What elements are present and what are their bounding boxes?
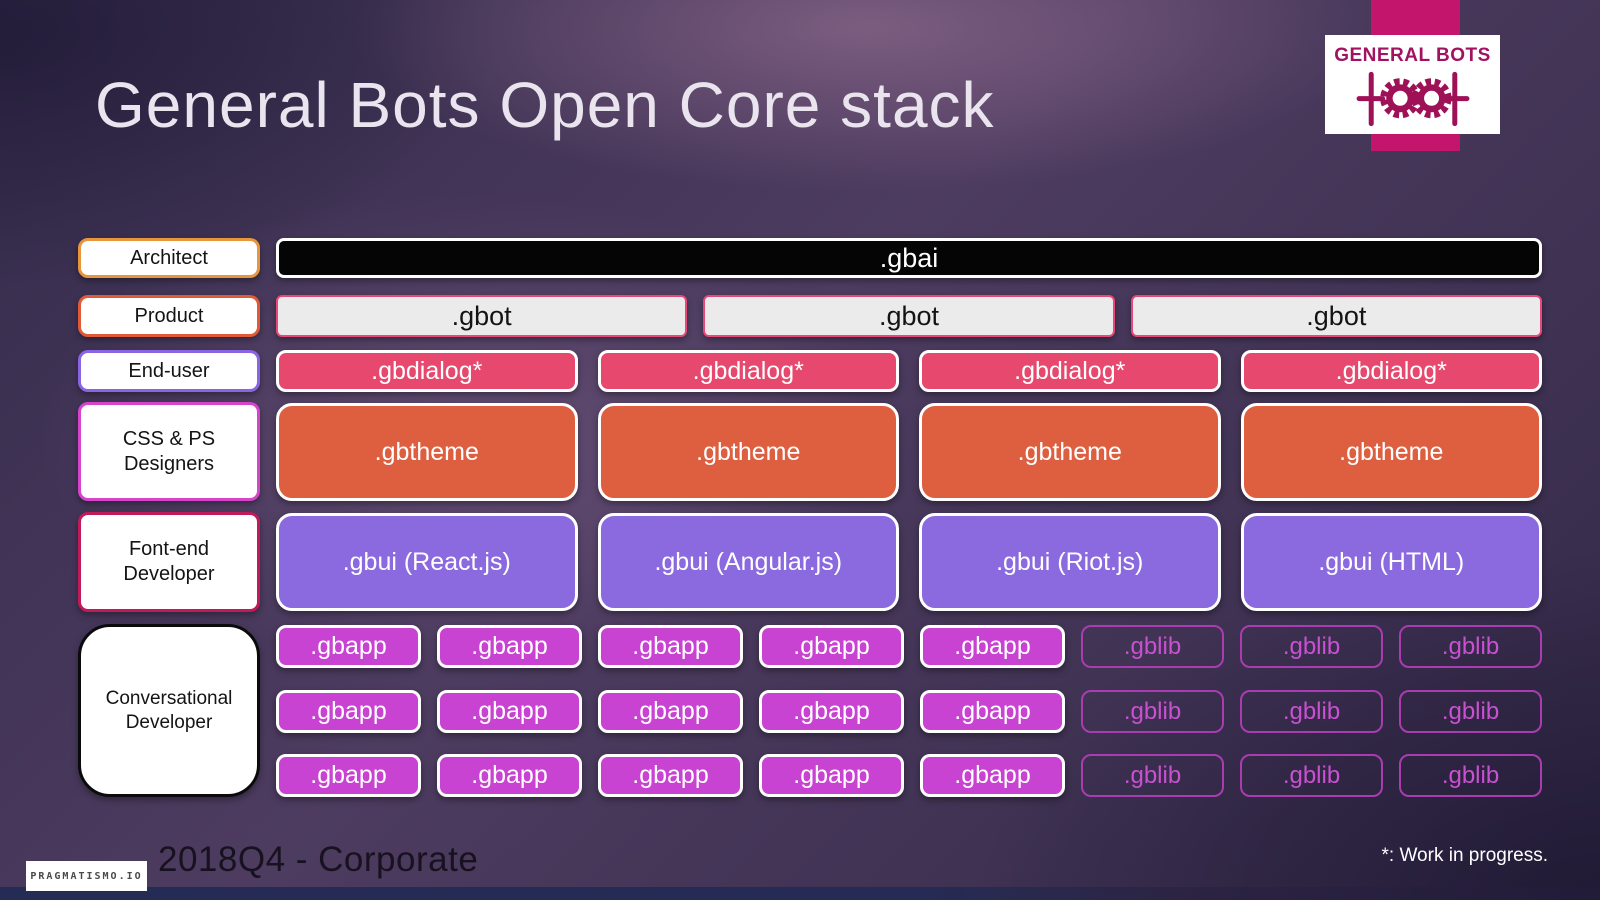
gbui-angular-box: .gbui (Angular.js): [597, 513, 899, 611]
row-gbtheme: .gbtheme .gbtheme .gbtheme .gbtheme: [276, 403, 1542, 501]
gbapp-box: .gbapp: [598, 754, 743, 797]
role-label-css-ps-designers: CSS & PS Designers: [78, 402, 260, 501]
gbapp-box: .gbapp: [437, 690, 582, 733]
logo-brand-text: GENERAL BOTS: [1334, 45, 1491, 66]
gblib-box: .gblib: [1399, 625, 1542, 668]
row-gbapp-gblib-1: .gbapp .gbapp .gbapp .gbapp .gbapp .gbli…: [276, 625, 1542, 668]
gbapp-box: .gbapp: [759, 690, 904, 733]
gbdialog-box: .gbdialog*: [1240, 350, 1542, 392]
gblib-box: .gblib: [1240, 754, 1383, 797]
gbapp-box: .gbapp: [920, 625, 1065, 668]
role-label-text: Architect: [130, 246, 208, 269]
gbapp-box: .gbapp: [437, 625, 582, 668]
gbapp-box: .gbapp: [598, 625, 743, 668]
gbdialog-box: .gbdialog*: [597, 350, 899, 392]
role-label-text: Font-end Developer: [123, 538, 215, 585]
gblib-box: .gblib: [1399, 690, 1542, 733]
gblib-box: .gblib: [1081, 625, 1224, 668]
gbapp-box: .gbapp: [437, 754, 582, 797]
gbai-box: .gbai: [276, 238, 1542, 278]
gbtheme-box: .gbtheme: [1240, 403, 1542, 501]
role-label-text: Product: [134, 304, 204, 327]
row-gbapp-gblib-3: .gbapp .gbapp .gbapp .gbapp .gbapp .gbli…: [276, 754, 1542, 797]
bottom-accent-strip: [0, 887, 1600, 900]
row-gbai: .gbai: [276, 238, 1542, 278]
gbapp-box: .gbapp: [276, 625, 421, 668]
role-label-architect: Architect: [78, 238, 260, 278]
gbapp-box: .gbapp: [920, 690, 1065, 733]
row-gbdialog: .gbdialog* .gbdialog* .gbdialog* .gbdial…: [276, 350, 1542, 392]
general-bots-logo: GENERAL BOTS: [1325, 35, 1500, 134]
gblib-box: .gblib: [1081, 754, 1224, 797]
gbui-html-box: .gbui (HTML): [1240, 513, 1542, 611]
gbot-box: .gbot: [1130, 295, 1542, 337]
gbtheme-box: .gbtheme: [919, 403, 1221, 501]
gbapp-box: .gbapp: [920, 754, 1065, 797]
role-label-text: Conversational Developer: [105, 687, 233, 733]
row-gbapp-gblib-2: .gbapp .gbapp .gbapp .gbapp .gbapp .gbli…: [276, 690, 1542, 733]
gbdialog-box: .gbdialog*: [919, 350, 1221, 392]
gblib-box: .gblib: [1081, 690, 1224, 733]
gbapp-box: .gbapp: [759, 625, 904, 668]
role-label-product: Product: [78, 295, 260, 337]
gbui-riot-box: .gbui (Riot.js): [919, 513, 1221, 611]
gbot-box: .gbot: [276, 295, 688, 337]
footer-caption: 2018Q4 - Corporate: [158, 840, 479, 879]
pragmatismo-logo: PRAGMATISMO.IO: [26, 861, 147, 891]
role-label-text: End-user: [128, 359, 210, 382]
gears-icon: [1356, 71, 1469, 127]
work-in-progress-footnote: *: Work in progress.: [1381, 845, 1548, 866]
row-gbot: .gbot .gbot .gbot: [276, 295, 1542, 337]
gbapp-box: .gbapp: [276, 690, 421, 733]
gbui-react-box: .gbui (React.js): [276, 513, 578, 611]
gbapp-box: .gbapp: [276, 754, 421, 797]
role-label-text: CSS & PS Designers: [122, 427, 216, 475]
gblib-box: .gblib: [1240, 625, 1383, 668]
role-label-end-user: End-user: [78, 350, 260, 392]
gbapp-box: .gbapp: [759, 754, 904, 797]
gbtheme-box: .gbtheme: [597, 403, 899, 501]
role-label-font-end-developer: Font-end Developer: [78, 512, 260, 612]
gbapp-box: .gbapp: [598, 690, 743, 733]
role-label-conversational-developer: Conversational Developer: [78, 624, 260, 797]
gbtheme-box: .gbtheme: [276, 403, 578, 501]
gblib-box: .gblib: [1399, 754, 1542, 797]
gbdialog-box: .gbdialog*: [276, 350, 578, 392]
page-title: General Bots Open Core stack: [95, 69, 995, 141]
gblib-box: .gblib: [1240, 690, 1383, 733]
gbot-box: .gbot: [703, 295, 1115, 337]
row-gbui: .gbui (React.js) .gbui (Angular.js) .gbu…: [276, 513, 1542, 611]
